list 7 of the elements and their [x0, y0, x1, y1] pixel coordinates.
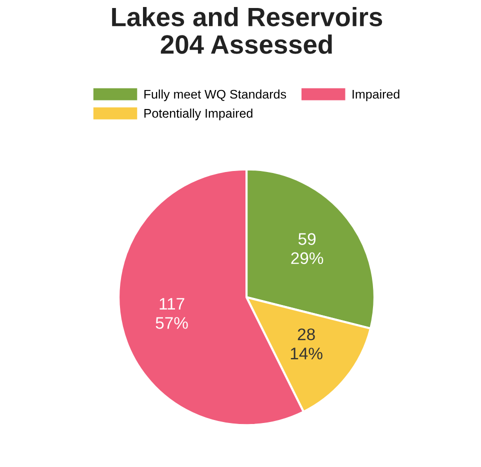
chart-title: Lakes and Reservoirs 204 Assessed [112, 7, 382, 54]
legend-label: Potentially Impaired [144, 108, 252, 120]
legend-label: Fully meet WQ Standards [144, 89, 286, 102]
legend-label: Impaired [352, 89, 400, 102]
data-label: 28 14% [290, 328, 322, 360]
data-label: 117 57% [156, 298, 188, 329]
data-label: 59 29% [291, 233, 324, 264]
